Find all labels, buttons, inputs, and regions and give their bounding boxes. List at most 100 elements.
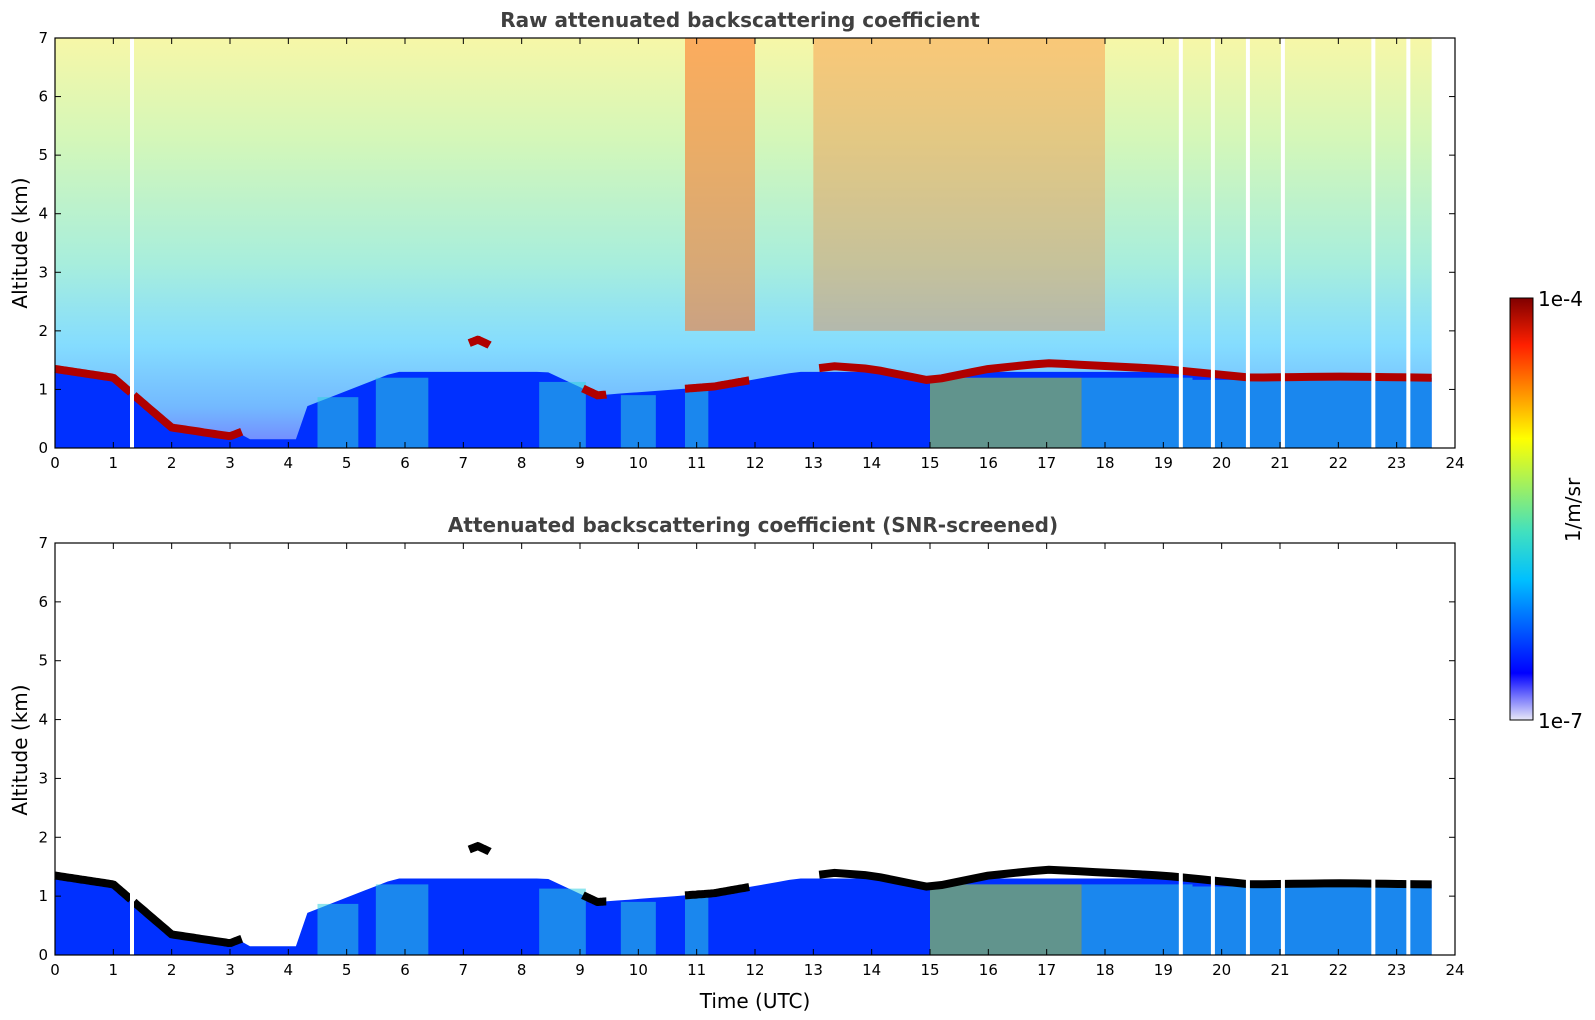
panel-raw: Raw attenuated backscattering coefficien… [8, 8, 1465, 472]
cloud-layer [54, 871, 134, 903]
data-gap [130, 38, 134, 448]
raw-x-tick-label: 8 [517, 454, 527, 472]
data-gap [1280, 38, 1285, 448]
aerosol-plume [930, 377, 1082, 448]
raw-y-tick-label: 7 [38, 29, 48, 47]
screened-x-tick-label: 3 [225, 961, 235, 979]
data-gap [1280, 543, 1285, 955]
raw-x-tick-label: 19 [1154, 454, 1173, 472]
screened-x-tick-label: 18 [1095, 961, 1114, 979]
cloud-layer [467, 841, 492, 856]
panel-raw-ylabel: Altitude (km) [8, 177, 32, 308]
raw-x-tick-label: 13 [804, 454, 823, 472]
aerosol-plume [620, 901, 656, 955]
raw-y-tick-label: 6 [38, 88, 48, 106]
screened-y-tick-label: 6 [38, 593, 48, 611]
raw-x-tick-label: 21 [1270, 454, 1289, 472]
screened-x-tick-label: 0 [50, 961, 60, 979]
aerosol-plume [539, 888, 586, 955]
raw-y-tick-label: 1 [38, 380, 48, 398]
screened-x-tick-label: 22 [1329, 961, 1348, 979]
aerosol-plume [1192, 379, 1432, 448]
screened-x-tick-label: 14 [862, 961, 881, 979]
raw-x-tick-label: 3 [225, 454, 235, 472]
raw-x-tick-label: 23 [1387, 454, 1406, 472]
screened-y-tick-label: 5 [38, 652, 48, 670]
cloud-layer [818, 359, 1432, 384]
screened-x-tick-label: 6 [400, 961, 410, 979]
data-gap [1245, 38, 1250, 448]
raw-x-tick-label: 11 [687, 454, 706, 472]
panel-raw-x-axis: 0 1 2 3 4 5 6 7 8 9 10 11 12 13 14 15 16 17 18 19 20 21 22 23 24 [50, 38, 1465, 472]
raw-backscatter-image [54, 38, 1432, 448]
high-signal-region [813, 38, 1105, 331]
data-gap [130, 543, 134, 955]
high-signal-region [685, 38, 755, 331]
screened-y-tick-label: 2 [38, 828, 48, 846]
data-gap [1406, 38, 1411, 448]
panel-screened-y-axis: 0 1 2 3 4 5 6 7 [38, 534, 1455, 964]
raw-y-tick-label: 2 [38, 322, 48, 340]
screened-x-tick-label: 5 [342, 961, 352, 979]
screened-x-tick-label: 4 [284, 961, 294, 979]
cloud-layer [131, 898, 244, 948]
cloud-layer [131, 392, 244, 441]
raw-x-tick-label: 18 [1095, 454, 1114, 472]
cloud-layer [54, 364, 134, 396]
aerosol-plume [1081, 884, 1193, 955]
raw-y-tick-label: 4 [38, 205, 48, 223]
screened-y-tick-label: 4 [38, 711, 48, 729]
screened-x-tick-label: 16 [979, 961, 998, 979]
cloud-layer [581, 891, 607, 906]
screened-x-tick-label: 11 [687, 961, 706, 979]
cloud-layer [581, 384, 607, 400]
screened-x-tick-label: 17 [1037, 961, 1056, 979]
screened-backscatter-image [54, 543, 1432, 955]
aerosol-plume [620, 395, 656, 448]
colorbar: 1e-4 1e-7 1/m/sr [1509, 287, 1585, 733]
raw-x-tick-label: 5 [342, 454, 352, 472]
screened-x-tick-label: 13 [804, 961, 823, 979]
screened-x-tick-label: 24 [1445, 961, 1464, 979]
aerosol-plume [1192, 886, 1432, 955]
screened-x-tick-label: 20 [1212, 961, 1231, 979]
cloud-layer [684, 883, 750, 900]
raw-x-tick-label: 0 [50, 454, 60, 472]
aerosol-plume [930, 884, 1082, 955]
aerosol-plume [539, 381, 586, 448]
colorbar-min-label: 1e-7 [1538, 709, 1583, 733]
aerosol-plume [317, 397, 359, 448]
aerosol-plume [317, 903, 359, 955]
raw-x-tick-label: 6 [400, 454, 410, 472]
cloud-layer [684, 376, 750, 393]
screened-x-tick-label: 19 [1154, 961, 1173, 979]
data-gap [1406, 543, 1411, 955]
aerosol-plume [375, 377, 429, 448]
raw-x-tick-label: 12 [745, 454, 764, 472]
data-gap [1178, 543, 1183, 955]
raw-y-tick-label: 0 [38, 439, 48, 457]
panel-screened-x-axis: 0 1 2 3 4 5 6 7 8 9 10 11 12 13 14 15 16 17 18 19 20 21 22 23 24 [50, 543, 1465, 979]
data-gap [1371, 543, 1376, 955]
screened-x-tick-label: 2 [167, 961, 177, 979]
panel-screened-ylabel: Altitude (km) [8, 684, 32, 815]
screened-x-tick-label: 15 [920, 961, 939, 979]
raw-x-tick-label: 20 [1212, 454, 1231, 472]
screened-x-tick-label: 21 [1270, 961, 1289, 979]
data-gap [1210, 543, 1215, 955]
raw-x-tick-label: 14 [862, 454, 881, 472]
screened-y-tick-label: 3 [38, 769, 48, 787]
aerosol-plume [1081, 377, 1193, 448]
screened-x-tick-label: 10 [629, 961, 648, 979]
raw-x-tick-label: 1 [109, 454, 119, 472]
panel-raw-y-axis: 0 1 2 3 4 5 6 7 [38, 29, 1455, 457]
raw-x-tick-label: 9 [575, 454, 585, 472]
raw-x-tick-label: 2 [167, 454, 177, 472]
screened-x-tick-label: 8 [517, 961, 527, 979]
data-gap [1371, 38, 1376, 448]
screened-x-tick-label: 12 [745, 961, 764, 979]
x-axis-label: Time (UTC) [699, 989, 811, 1013]
raw-y-tick-label: 5 [38, 146, 48, 164]
screened-x-tick-label: 9 [575, 961, 585, 979]
raw-x-tick-label: 17 [1037, 454, 1056, 472]
